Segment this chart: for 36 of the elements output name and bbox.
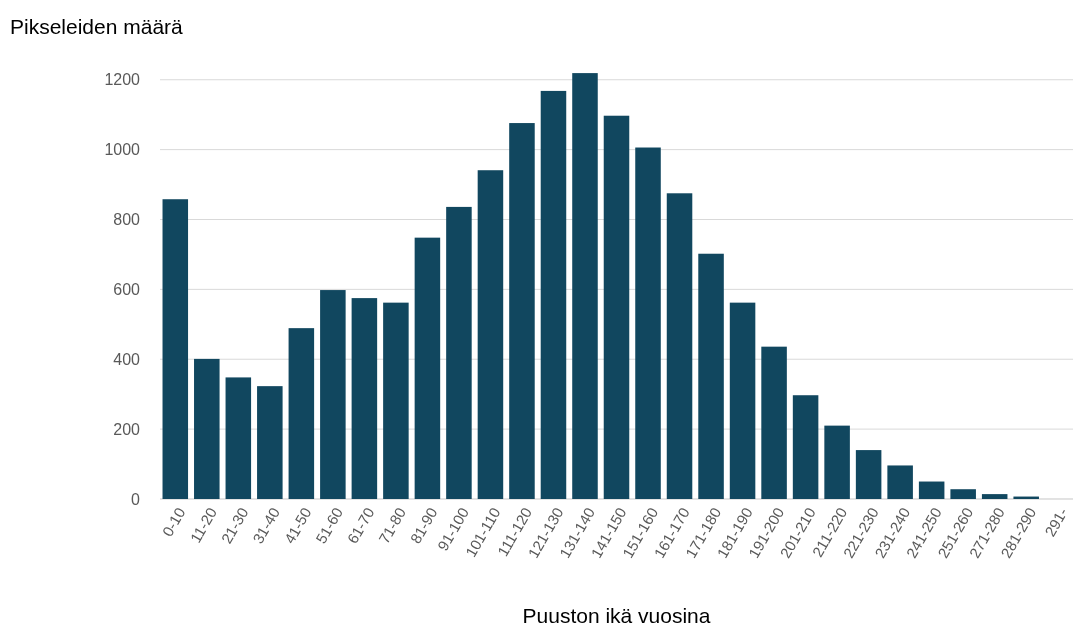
y-tick-label: 600 — [113, 280, 141, 298]
bar — [855, 450, 882, 499]
y-tick-label: 800 — [113, 211, 141, 229]
bar — [320, 290, 346, 499]
bar — [666, 193, 693, 499]
bar — [509, 123, 535, 499]
y-tick-label: 1000 — [104, 141, 141, 159]
bar — [729, 302, 756, 499]
y-tick-label: 1200 — [104, 71, 141, 89]
bar — [950, 489, 976, 499]
bar — [288, 328, 315, 499]
y-tick-label: 200 — [113, 420, 141, 438]
bar — [540, 90, 567, 499]
bar — [383, 302, 409, 499]
bar — [446, 206, 472, 499]
bar — [225, 377, 252, 499]
bar — [603, 115, 630, 499]
bar — [918, 481, 945, 499]
bar — [887, 465, 913, 499]
x-axis-title: Puuston ikä vuosina — [522, 604, 711, 627]
bar — [792, 395, 819, 499]
y-axis-title: Pikseleiden määrä — [10, 15, 184, 38]
bar — [477, 170, 504, 499]
bar — [257, 386, 283, 499]
bar — [698, 253, 724, 499]
y-tick-label: 0 — [131, 490, 141, 508]
bar — [194, 358, 220, 499]
bar — [162, 199, 189, 499]
bar — [824, 425, 850, 499]
y-tick-label: 400 — [113, 350, 141, 368]
bar — [635, 147, 661, 499]
bar — [761, 346, 787, 499]
bar — [414, 237, 441, 499]
bar — [351, 298, 378, 499]
bar — [572, 73, 598, 499]
bar — [981, 494, 1008, 499]
